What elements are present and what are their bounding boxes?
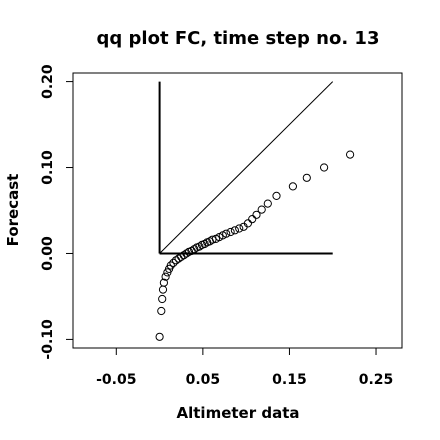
data-point [226,227,235,237]
data-point [200,239,209,249]
y-tick-label: 0.10 [40,150,56,185]
data-points [155,150,355,341]
x-tick-label: 0.15 [272,372,307,388]
reference-lines [158,81,334,255]
data-point [243,219,252,228]
data-point [166,261,175,270]
y-axis: -0.10 0.00 0.10 0.20 [40,64,74,360]
data-point [159,278,168,287]
data-point [257,205,266,214]
x-tick-label: -0.05 [96,372,136,388]
data-point [158,294,167,304]
data-point [161,272,170,281]
data-point [222,229,231,238]
data-point [263,199,272,208]
x-tick-label: 0.25 [359,372,394,388]
data-point [235,224,244,233]
data-point [252,210,261,219]
data-point [190,245,199,254]
data-point [272,191,281,200]
y-tick-label: 0.20 [40,64,56,99]
x-axis-label: Altimeter data [177,404,300,422]
data-point [157,306,166,316]
chart-title: qq plot FC, time step no. 13 [97,28,380,49]
data-point [302,173,311,182]
data-point [182,249,191,258]
data-point [320,163,329,172]
data-point [208,235,217,244]
y-tick-label: 0.00 [40,236,56,271]
x-tick-label: 0.05 [186,372,221,388]
y-tick-label: -0.10 [40,319,56,360]
data-point [230,226,239,235]
data-point [346,150,355,159]
x-axis: -0.05 0.05 0.15 0.25 [96,347,394,388]
y-axis-label: Forecast [4,174,22,247]
data-point [169,258,178,267]
data-point [155,332,164,341]
data-point [288,182,297,191]
ref-line-identity [159,81,334,254]
data-point [158,285,168,294]
data-point [195,242,204,251]
plot-frame [72,72,403,349]
data-point [248,215,257,224]
